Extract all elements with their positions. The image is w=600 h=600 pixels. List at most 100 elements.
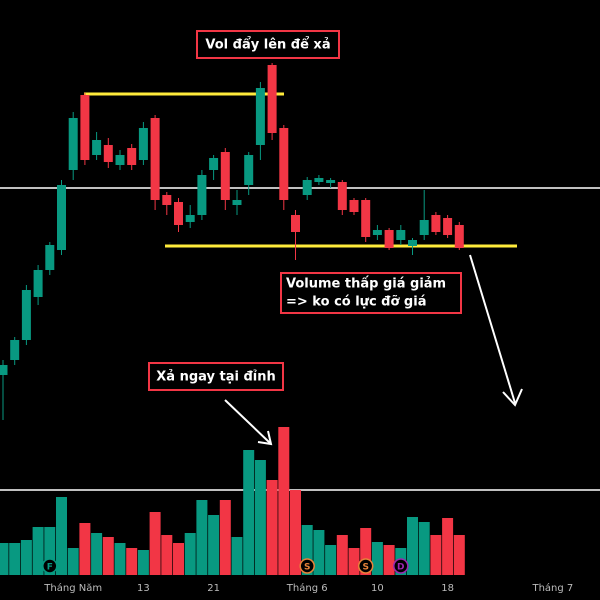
volume-bar [336, 535, 348, 575]
volume-bar [0, 543, 9, 575]
candle-body [68, 118, 78, 170]
x-tick-label: Tháng 6 [286, 582, 328, 594]
annotation-box [148, 362, 284, 391]
volume-bar [407, 517, 418, 575]
candle-body [443, 218, 453, 235]
volume-bar [290, 490, 301, 575]
event-label: S [304, 563, 310, 573]
volume-bar [32, 527, 44, 575]
volume-bar [56, 497, 67, 575]
candle-body [127, 148, 137, 165]
candle-body [0, 365, 8, 375]
candle-body [33, 270, 43, 297]
candle-body [174, 202, 183, 225]
candle-body [279, 128, 289, 200]
volume-bar [173, 543, 184, 575]
volume-bar [196, 500, 208, 575]
x-tick-label: 10 [371, 583, 384, 594]
candle-body [384, 230, 394, 248]
annotation: Xả ngay tại đỉnh [156, 370, 276, 385]
candle-body [92, 140, 102, 155]
volume-bar [44, 527, 56, 575]
candle-body [197, 175, 207, 215]
x-axis-band [0, 576, 600, 600]
volume-bar [325, 545, 337, 575]
candle-body [103, 145, 113, 162]
volume-bar [442, 518, 454, 575]
volume-bar [254, 460, 266, 575]
event-label: S [362, 563, 368, 573]
volume-bar [371, 542, 383, 575]
candle-body [302, 180, 312, 195]
x-tick-label: 18 [441, 583, 454, 594]
candle-body [45, 245, 55, 270]
volume-bar [114, 543, 126, 575]
candle-body [138, 128, 148, 160]
volume-bar [67, 548, 79, 575]
event-label: D [397, 563, 404, 573]
candle-body [267, 65, 277, 133]
candle-body [337, 182, 347, 210]
volume-bar [208, 515, 220, 575]
arrow [224, 254, 523, 446]
candle-body [372, 230, 382, 235]
candle-body [454, 225, 464, 248]
candle-body [361, 200, 371, 237]
candle-body [150, 118, 160, 200]
volume-bar [278, 427, 290, 575]
volume-bar [430, 535, 442, 575]
annotation-box [280, 272, 462, 314]
candle-body [10, 340, 20, 360]
volume-bar [243, 450, 255, 575]
candle-body [80, 95, 90, 160]
volume-bar [418, 522, 430, 575]
candle-body [57, 185, 66, 250]
plot: Tháng Năm 13 21 Tháng 6 10 18 Tháng 7 F S S D [0, 63, 600, 600]
candle-body [314, 178, 324, 182]
volume-bar [126, 548, 138, 575]
volume-bar [301, 525, 313, 575]
event-marker [357, 558, 374, 574]
volume-bar [137, 550, 149, 575]
annotation: Vol đẩy lên để xả [205, 37, 330, 53]
volume-bar [360, 528, 372, 575]
volume-bar [313, 530, 325, 575]
x-tick-label: Tháng Năm [43, 582, 102, 594]
annotation: Volume thấp giá giảm [286, 277, 446, 292]
x-tick-label: 21 [207, 583, 220, 594]
volume-bar [161, 535, 173, 575]
candle-body [255, 88, 265, 145]
candle-body [185, 215, 195, 222]
candle-body [220, 152, 230, 200]
event-label: F [47, 563, 53, 573]
candle-body [408, 240, 417, 246]
volume-bar [219, 500, 231, 575]
volume-bar [102, 537, 114, 575]
volume-bar [20, 540, 32, 575]
candle-body [162, 195, 172, 205]
annotation-box [196, 30, 340, 59]
volume-bar [91, 533, 103, 575]
candle-body [396, 230, 406, 240]
volume-bar [9, 543, 21, 575]
x-tick-label: Tháng 7 [531, 582, 573, 594]
candle-body [209, 158, 219, 170]
volume-bar [79, 523, 91, 575]
candle-body [291, 215, 300, 232]
volume-bar [231, 537, 243, 575]
event-marker [393, 558, 409, 574]
candle-body [419, 220, 429, 235]
candle-body [115, 155, 125, 165]
volume-bar [149, 512, 161, 575]
event-marker [42, 558, 58, 574]
candle-body [21, 290, 31, 340]
annotation: => ko có lực đỡ giá [286, 295, 426, 310]
volume-bar [266, 480, 278, 575]
candle-body [232, 200, 242, 205]
candle-body [244, 155, 254, 185]
volume-bar [348, 548, 360, 575]
volume-bar [453, 535, 465, 575]
candle-body [349, 200, 359, 212]
event-marker [299, 558, 315, 574]
